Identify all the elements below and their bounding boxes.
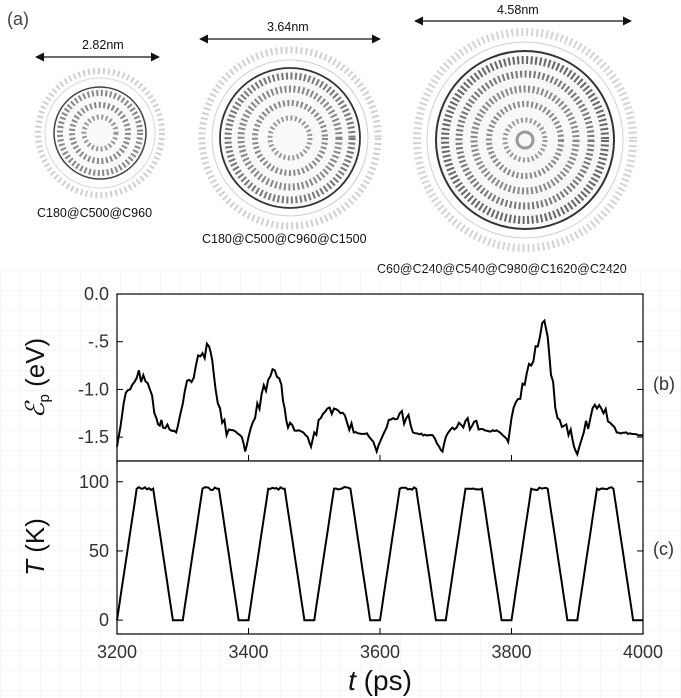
energy-plot-frame [116, 293, 644, 462]
time-axis-label: t (ps) [348, 665, 412, 696]
temperature-ytick-label: 100 [79, 472, 109, 492]
energy-ytick-label: 0.0 [84, 284, 109, 304]
fullerene-structure-3 [413, 28, 637, 252]
structure-2-name: C180@C500@C960@C1500 [202, 232, 367, 246]
structure-1-name: C180@C500@C960 [37, 206, 153, 220]
temperature-ytick-label: 0 [99, 610, 109, 630]
energy-ytick-label: -.5 [88, 332, 109, 352]
time-xtick-label: 3200 [97, 642, 137, 662]
fullerene-structure-1 [35, 68, 165, 198]
structure-3-width: 4.58nm [497, 3, 539, 17]
temperature-series-line [116, 485, 643, 622]
energy-axis-label: ℰp (eV) [20, 338, 53, 418]
energy-ytick-label: -1.0 [78, 379, 109, 399]
temperature-plot-frame [116, 460, 644, 635]
temperature-axis-label: T (K) [20, 518, 50, 576]
time-xtick-label: 4000 [623, 642, 663, 662]
time-xtick-label: 3800 [491, 642, 531, 662]
energy-series-line [116, 318, 644, 458]
time-xtick-label: 3400 [228, 642, 268, 662]
fullerene-structure-2 [198, 46, 382, 230]
energy-ytick-label: -1.5 [78, 427, 109, 447]
panel-a-label: (a) [7, 9, 29, 29]
panel-a-structures [35, 16, 637, 252]
panel-c-label: (c) [653, 539, 674, 559]
panel-b-label: (b) [653, 374, 675, 394]
structure-2-width: 3.64nm [267, 20, 309, 34]
temperature-ytick-label: 50 [89, 541, 109, 561]
structure-1-width: 2.82nm [82, 38, 124, 52]
energy-temperature-chart: 0.0 -.5 -1.0 -1.5 100 50 0 3200 3400 3600 3800 400… [0, 270, 681, 698]
time-xtick-label: 3600 [360, 642, 400, 662]
